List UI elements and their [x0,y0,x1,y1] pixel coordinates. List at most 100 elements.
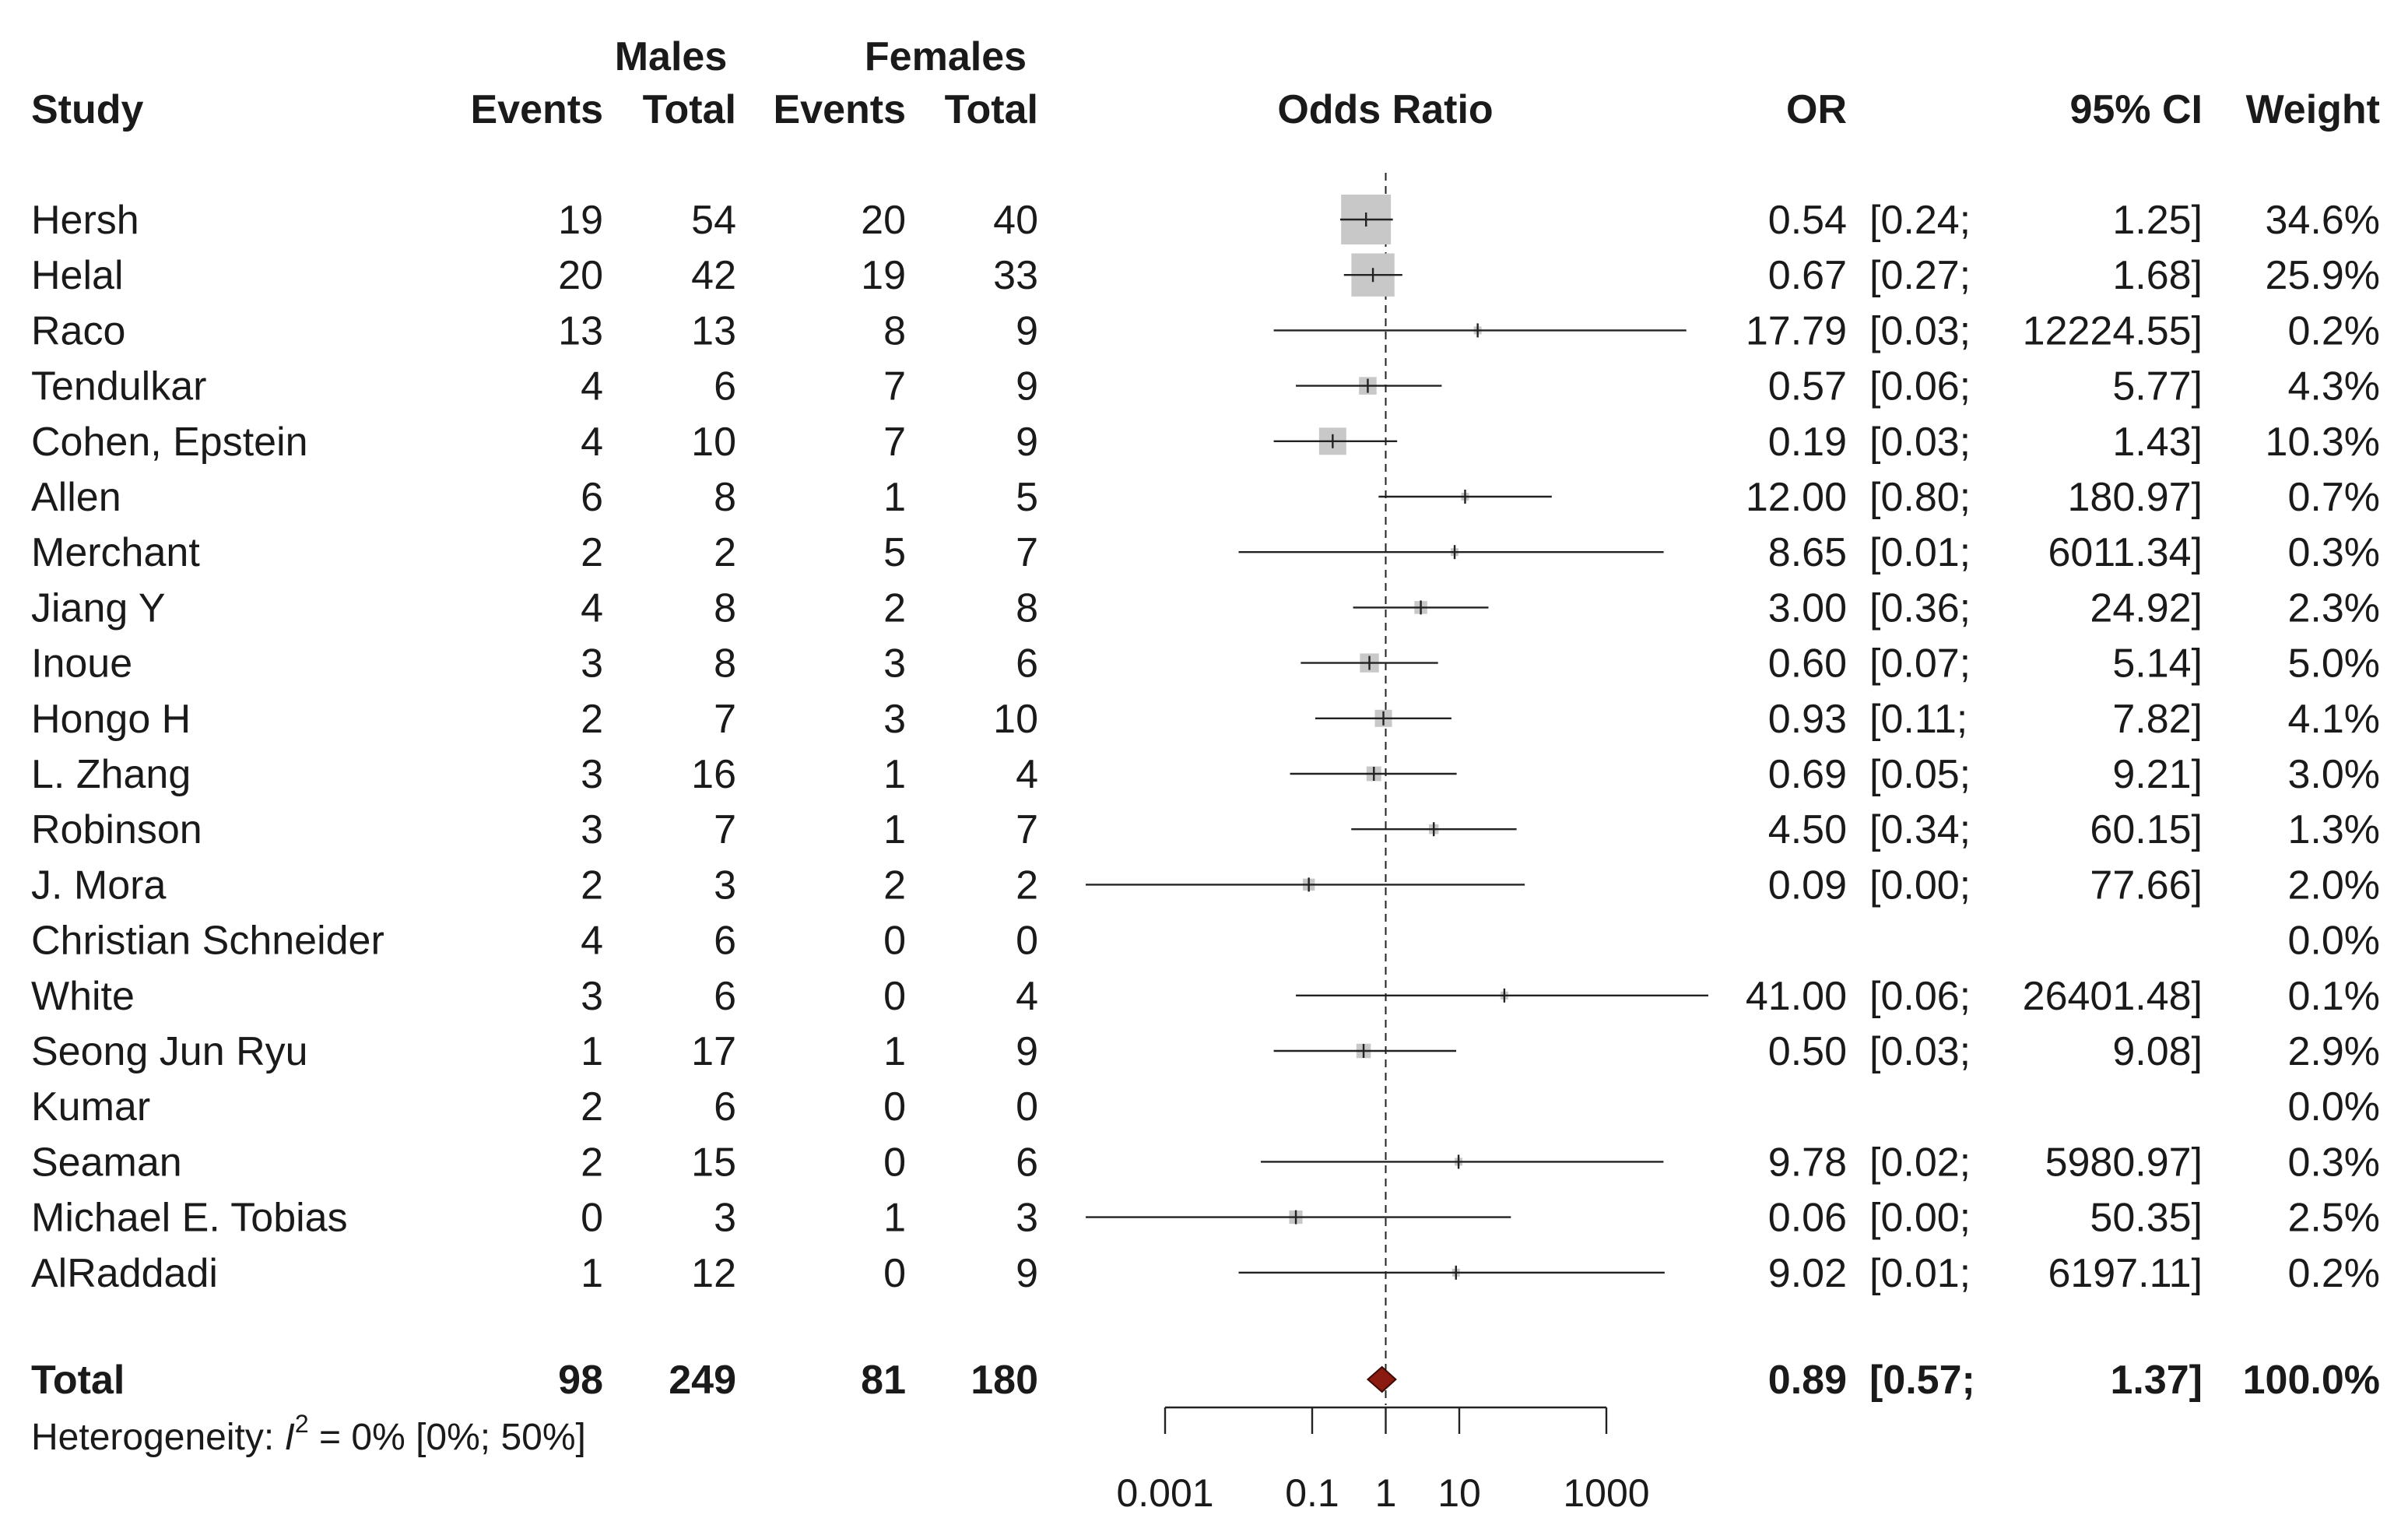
females-total: 10 [993,697,1038,742]
study-name: Tendulkar [31,364,206,409]
females-events: 1 [883,752,906,797]
heterogeneity-rest: = 0% [0%; 50%] [309,1417,586,1458]
females-events: 1 [883,1196,906,1241]
study-name: Seaman [31,1140,182,1185]
ci-upper: 6011.34] [2048,530,2203,575]
total-label: Total [31,1358,125,1403]
males-events: 3 [581,974,603,1019]
header-study: Study [31,87,144,132]
study-name: White [31,974,135,1019]
study-name: Merchant [31,530,200,575]
header-or: OR [1786,87,1847,132]
study-rows: Hersh 19 54 20 40 0.54 [0.24; 1.25] 34.6%Helal 20… [31,198,2380,1403]
females-total: 33 [993,253,1038,298]
x-tick-label: 1 [1375,1471,1397,1515]
females-events: 0 [883,919,906,964]
females-events: 2 [883,863,906,908]
ci-upper: 9.08] [2112,1029,2203,1074]
males-total: 16 [691,752,736,797]
ci-lower: [0.01; [1869,1251,1971,1296]
females-total: 9 [1016,420,1038,465]
ci-upper: 1.43] [2112,420,2203,465]
weight-value: 5.0% [2287,641,2380,687]
weight-value: 0.2% [2287,308,2380,353]
study-name: J. Mora [31,863,166,908]
weight-value: 2.3% [2287,585,2380,631]
study-name: Allen [31,475,121,520]
study-name: Kumar [31,1084,150,1130]
study-name: Michael E. Tobias [31,1196,348,1241]
females-events: 0 [883,1140,906,1185]
or-value: 9.02 [1768,1251,1847,1296]
females-total: 7 [1016,530,1038,575]
weight-value: 0.0% [2287,919,2380,964]
ci-lower: [0.01; [1869,530,1971,575]
females-total: 6 [1016,1140,1038,1185]
weight-value: 4.3% [2287,364,2380,409]
or-value: 0.93 [1768,697,1847,742]
x-axis: 0.001 0.1 1 10 1000 [1116,1406,1650,1515]
ci-lower: [0.06; [1869,364,1971,409]
or-value: 4.50 [1768,807,1847,852]
males-total: 8 [714,585,736,631]
ci-lower: [0.02; [1869,1140,1971,1185]
males-total: 6 [714,974,736,1019]
study-name: Raco [31,308,125,353]
header-females-events: Events [773,87,906,132]
males-events: 3 [581,641,603,687]
ci-upper: 5.14] [2112,641,2203,687]
males-events: 6 [581,475,603,520]
weight-value: 25.9% [2266,253,2380,298]
header-weight: Weight [2246,87,2380,132]
females-total: 9 [1016,364,1038,409]
females-events: 8 [883,308,906,353]
females-total: 3 [1016,1196,1038,1241]
ci-lower: [0.34; [1869,807,1971,852]
ci-upper: 77.66] [2090,863,2203,908]
weight-value: 1.3% [2287,807,2380,852]
or-value: 8.65 [1768,530,1847,575]
weight-value: 2.5% [2287,1196,2380,1241]
males-total: 10 [691,420,736,465]
males-total: 7 [714,697,736,742]
study-name: Cohen, Epstein [31,420,308,465]
males-total: 8 [714,641,736,687]
males-total: 6 [714,364,736,409]
ci-lower: [0.11; [1869,697,1967,742]
study-name: Seong Jun Ryu [31,1029,308,1074]
ci-lower: [0.80; [1869,475,1971,520]
total-females-events: 81 [861,1358,906,1403]
ci-upper: 6197.11] [2048,1251,2203,1296]
females-events: 3 [883,697,906,742]
weight-value: 0.7% [2287,475,2380,520]
males-total: 54 [691,198,736,243]
males-total: 13 [691,308,736,353]
heterogeneity-symbol: I [285,1417,295,1458]
or-value: 12.00 [1746,475,1847,520]
males-events: 4 [581,919,603,964]
header-males-events: Events [470,87,603,132]
weight-value: 2.0% [2287,863,2380,908]
ci-lower: [0.00; [1869,1196,1971,1241]
study-name: Jiang Y [31,585,166,631]
males-events: 2 [581,863,603,908]
ci-lower: [0.24; [1869,198,1971,243]
total-weight: 100.0% [2243,1358,2380,1403]
males-total: 15 [691,1140,736,1185]
heterogeneity-text: Heterogeneity: I2 = 0% [0%; 50%] [31,1410,586,1458]
females-events: 5 [883,530,906,575]
males-events: 4 [581,420,603,465]
females-total: 4 [1016,752,1038,797]
males-events: 1 [581,1029,603,1074]
males-events: 3 [581,807,603,852]
ci-upper: 180.97] [2068,475,2203,520]
ci-lower: [0.07; [1869,641,1971,687]
females-total: 8 [1016,585,1038,631]
females-events: 0 [883,974,906,1019]
summary-diamond [1366,1365,1397,1393]
weight-value: 0.3% [2287,530,2380,575]
ci-lower: [0.03; [1869,420,1971,465]
females-total: 0 [1016,1084,1038,1130]
ci-upper: 26401.48] [2023,974,2203,1019]
